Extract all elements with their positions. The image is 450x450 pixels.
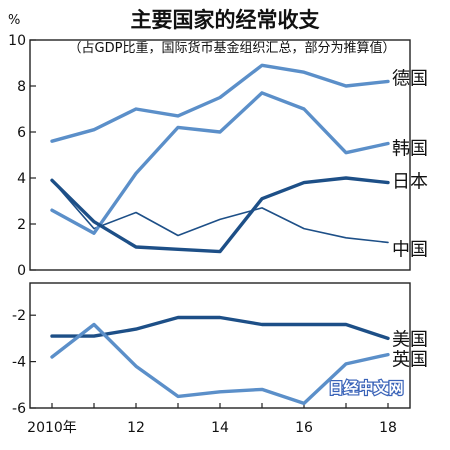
x-tick-label: 2010年 <box>27 420 77 436</box>
y-tick-label: 0 <box>17 263 26 279</box>
x-tick-label: 14 <box>211 420 229 436</box>
x-tick-label: 18 <box>379 420 397 436</box>
y-tick-label: 2 <box>17 217 26 233</box>
upper-plot-frame <box>29 39 411 271</box>
y-tick-label: 4 <box>17 171 26 187</box>
series-label-韩国: 韩国 <box>392 139 428 160</box>
y-tick-label: -2 <box>12 308 26 324</box>
watermark-logo: 日经中文网 <box>328 379 403 397</box>
series-label-英国: 英国 <box>392 350 428 371</box>
y-tick-label: 10 <box>8 33 26 49</box>
y-axis-unit: % <box>8 13 20 28</box>
chart-subtitle: （占GDP比重，国际货币基金组织汇总，部分为推算值） <box>69 40 396 56</box>
series-line-中国 <box>51 179 389 244</box>
x-tick-label: 16 <box>295 420 313 436</box>
series-line-德国 <box>50 63 390 143</box>
y-tick-label: -4 <box>12 355 26 371</box>
series-label-美国: 美国 <box>392 329 428 350</box>
x-tick-label: 12 <box>127 420 145 436</box>
y-tick-label: 8 <box>17 79 26 95</box>
series-label-中国: 中国 <box>392 239 428 260</box>
series-line-英国 <box>50 322 390 406</box>
y-tick-label: 6 <box>17 125 26 141</box>
y-tick-label: -6 <box>12 401 26 417</box>
series-line-美国 <box>50 315 390 341</box>
series-label-德国: 德国 <box>392 68 428 89</box>
series-line-韩国 <box>50 91 390 235</box>
series-label-日本: 日本 <box>392 172 428 193</box>
series-line-日本 <box>50 176 390 254</box>
chart-title: 主要国家的经常收支 <box>131 8 321 32</box>
